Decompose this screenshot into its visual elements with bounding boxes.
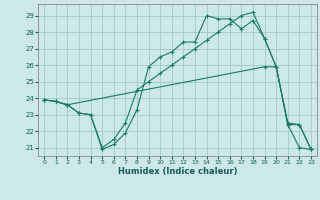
- X-axis label: Humidex (Indice chaleur): Humidex (Indice chaleur): [118, 167, 237, 176]
